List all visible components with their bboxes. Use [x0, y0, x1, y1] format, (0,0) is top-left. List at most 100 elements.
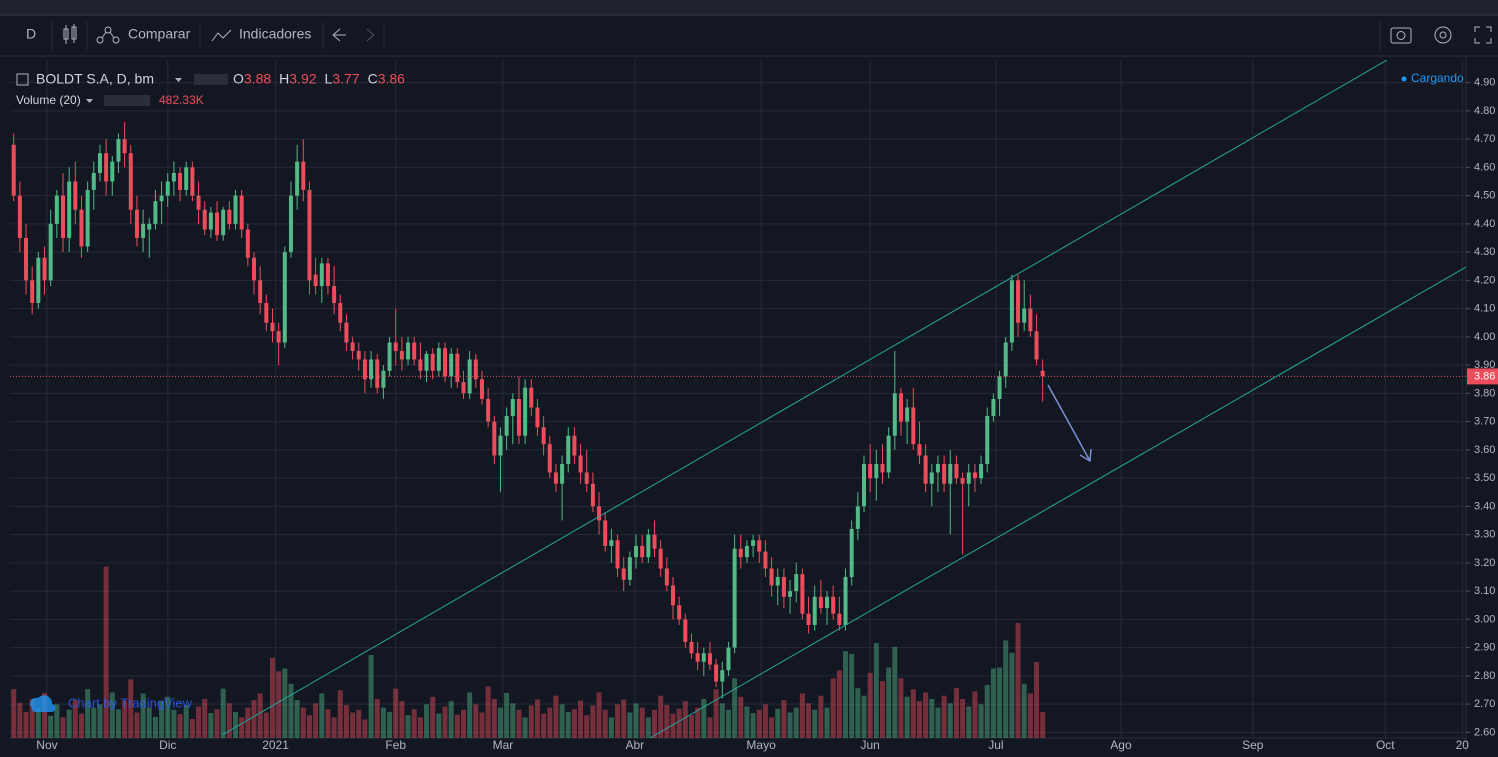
volume-bar	[54, 704, 60, 738]
volume-bar	[497, 707, 503, 738]
candle-body	[683, 619, 688, 642]
volume-bar	[806, 703, 812, 738]
volume-bar	[362, 719, 368, 738]
settings-button[interactable]	[1434, 26, 1452, 44]
screenshot-button[interactable]	[1390, 27, 1412, 44]
candle-body	[288, 195, 293, 253]
x-tick-label: 20	[1456, 738, 1470, 752]
arrow[interactable]	[1047, 384, 1092, 463]
candle-body	[843, 576, 848, 625]
volume-bar	[682, 701, 688, 738]
volume-bar	[91, 707, 97, 738]
candle-body	[763, 551, 768, 569]
trend-line-upper[interactable]	[221, 60, 1388, 736]
legend-key: L	[325, 71, 333, 87]
volume-bar	[436, 713, 442, 738]
candle-body	[1016, 280, 1021, 323]
candle-body	[85, 189, 90, 247]
interval-button[interactable]: D	[26, 26, 36, 42]
collapse-button[interactable]	[16, 73, 29, 86]
indicators-button[interactable]: Indicadores	[239, 26, 311, 42]
candle-body	[227, 209, 232, 224]
candle-body	[245, 229, 250, 258]
trend-line-lower[interactable]	[649, 266, 1466, 738]
candle-body	[319, 263, 324, 286]
volume-bar	[42, 692, 48, 738]
candle-body	[516, 399, 521, 436]
candle-body	[627, 557, 632, 580]
legend-buttons[interactable]	[194, 74, 228, 85]
volume-bar	[128, 679, 134, 738]
volume-bar	[97, 704, 103, 738]
x-tick-label: Sep	[1242, 738, 1264, 752]
volume-bar	[226, 703, 232, 738]
y-tick-label: 3.60	[1474, 444, 1495, 456]
volume-bar	[929, 698, 935, 738]
candle-body	[892, 393, 897, 436]
volume-bar	[319, 693, 325, 738]
drawings	[221, 60, 1466, 738]
fullscreen-button[interactable]	[1474, 26, 1492, 44]
dropdown[interactable]	[175, 78, 182, 82]
undo-button[interactable]	[332, 28, 346, 42]
candle-body	[855, 506, 860, 529]
volume-bar	[424, 704, 430, 738]
candle-body	[159, 195, 164, 202]
volume-bar	[960, 698, 966, 738]
volume-bar	[799, 693, 805, 738]
x-tick-label: Ago	[1110, 738, 1132, 752]
candle-body	[116, 139, 121, 162]
candle-body	[794, 574, 799, 592]
candle-body	[880, 463, 885, 473]
candle-body	[344, 322, 349, 343]
candle-body	[252, 257, 257, 281]
volume-bar	[855, 688, 861, 738]
watermark[interactable]: Chart by TradingView	[30, 695, 193, 713]
candle-body	[178, 173, 183, 190]
candle-body	[849, 528, 854, 577]
redo-button[interactable]	[366, 28, 375, 42]
candle-body	[578, 455, 583, 473]
candle-body	[375, 359, 380, 388]
volume-bar	[664, 704, 670, 738]
volume-bar	[658, 695, 664, 738]
volume-bar	[830, 678, 836, 738]
y-tick-label: 3.40	[1474, 500, 1495, 512]
volume-bar	[688, 715, 694, 738]
chart-style-button[interactable]	[63, 24, 77, 44]
volume-bar	[430, 696, 436, 738]
candle-body	[1034, 331, 1039, 360]
candle-body	[436, 348, 441, 371]
candle-body	[677, 605, 682, 620]
candle-body	[769, 568, 774, 586]
candle-body	[634, 545, 639, 558]
volume-bar	[676, 708, 682, 738]
volume-bar	[565, 711, 571, 738]
candle-body	[615, 540, 620, 569]
candle-body	[221, 209, 226, 236]
candle-body	[935, 463, 940, 473]
y-tick-label: 3.70	[1474, 416, 1495, 428]
compare-button[interactable]: Comparar	[128, 26, 191, 42]
y-tick-label: 4.30	[1474, 246, 1495, 258]
candle-body	[720, 670, 725, 682]
candle-body	[356, 350, 361, 360]
dropdown[interactable]	[86, 99, 93, 103]
volume-bar	[756, 709, 762, 738]
volume-bar	[325, 709, 331, 738]
candle-body	[560, 463, 565, 484]
candle-body	[184, 167, 189, 190]
volume-bar	[516, 709, 522, 738]
legend-buttons[interactable]	[104, 95, 150, 106]
candle-body	[239, 195, 244, 230]
last-price-label: 3.86	[1474, 370, 1495, 382]
volume-bar	[584, 715, 590, 738]
legend-value: 3.92	[289, 71, 316, 87]
volume-bar	[282, 668, 288, 738]
candle-body	[954, 463, 959, 479]
candle-body	[387, 342, 392, 371]
volume-bar	[374, 698, 380, 738]
x-tick-label: Jun	[860, 738, 879, 752]
volume-bar	[861, 695, 867, 738]
